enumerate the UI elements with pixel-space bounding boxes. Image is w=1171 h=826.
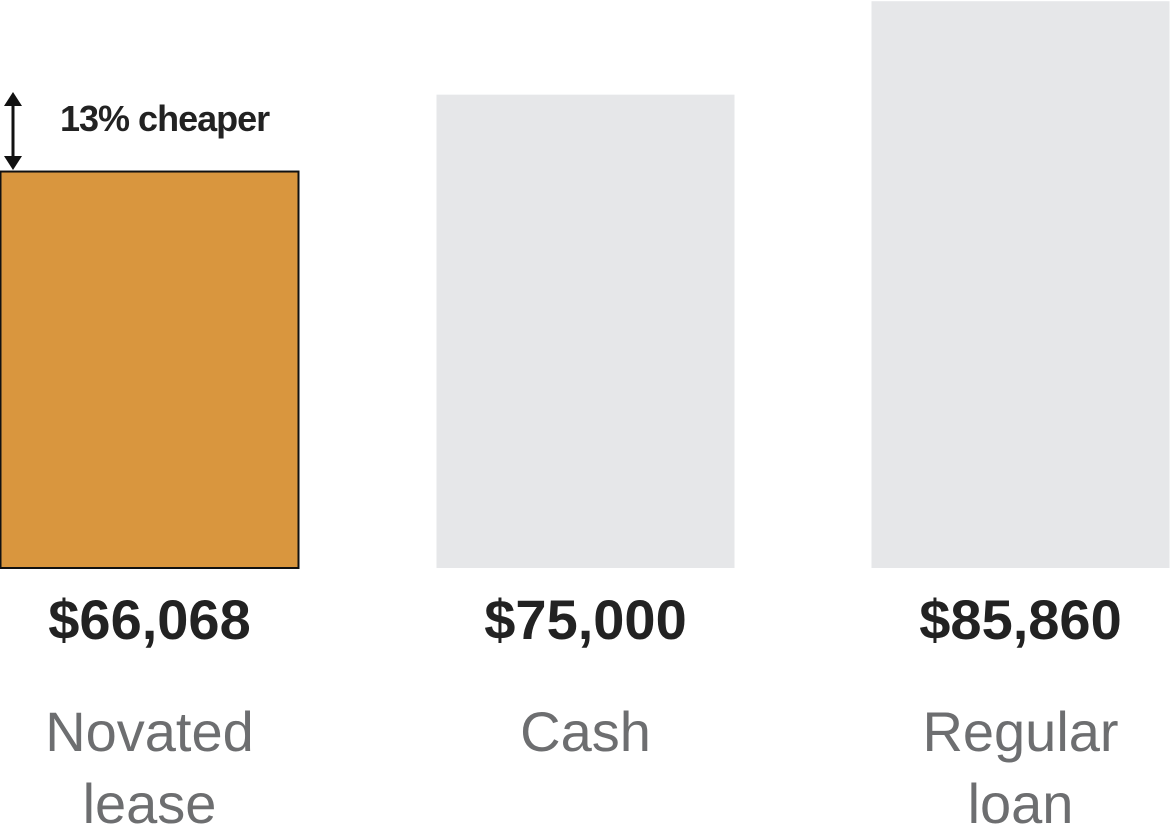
annotation: 13% cheaper (60, 98, 270, 139)
category-label: Novated lease (45, 700, 254, 826)
value-label: $75,000 (484, 588, 687, 651)
category-label: Regular loan (922, 700, 1119, 826)
bar (436, 94, 735, 569)
value-label: $66,068 (48, 588, 251, 651)
category-label: Cash (520, 700, 651, 763)
bar (871, 1, 1170, 569)
bar (0, 170, 300, 569)
value-label: $85,860 (919, 588, 1122, 651)
annotation-arrow (4, 92, 22, 170)
